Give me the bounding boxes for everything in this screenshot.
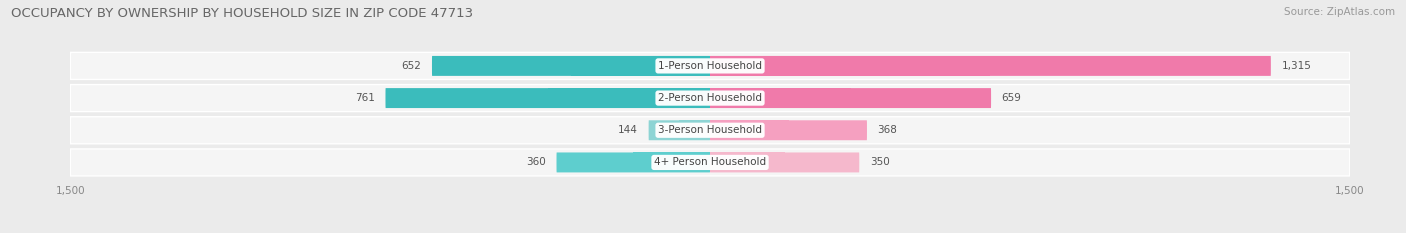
FancyBboxPatch shape: [710, 152, 859, 172]
Text: 360: 360: [526, 158, 546, 168]
FancyBboxPatch shape: [710, 56, 1271, 76]
FancyBboxPatch shape: [70, 117, 1350, 144]
Text: 659: 659: [1001, 93, 1022, 103]
FancyBboxPatch shape: [710, 120, 868, 140]
FancyBboxPatch shape: [385, 88, 710, 108]
Bar: [679, 120, 710, 140]
Text: 368: 368: [877, 125, 897, 135]
FancyBboxPatch shape: [70, 85, 1350, 112]
Bar: [633, 152, 710, 172]
Bar: [710, 152, 785, 172]
Text: 1-Person Household: 1-Person Household: [658, 61, 762, 71]
FancyBboxPatch shape: [648, 120, 710, 140]
Bar: [710, 56, 990, 76]
FancyBboxPatch shape: [710, 88, 991, 108]
Text: OCCUPANCY BY OWNERSHIP BY HOUSEHOLD SIZE IN ZIP CODE 47713: OCCUPANCY BY OWNERSHIP BY HOUSEHOLD SIZE…: [11, 7, 474, 20]
FancyBboxPatch shape: [557, 152, 710, 172]
Text: 4+ Person Household: 4+ Person Household: [654, 158, 766, 168]
Text: 1,315: 1,315: [1281, 61, 1312, 71]
Bar: [710, 120, 789, 140]
FancyBboxPatch shape: [70, 52, 1350, 79]
FancyBboxPatch shape: [70, 149, 1350, 176]
Bar: [710, 88, 851, 108]
Text: 2-Person Household: 2-Person Household: [658, 93, 762, 103]
Text: 652: 652: [402, 61, 422, 71]
Text: 144: 144: [619, 125, 638, 135]
Text: 3-Person Household: 3-Person Household: [658, 125, 762, 135]
Bar: [571, 56, 710, 76]
Text: 350: 350: [870, 158, 890, 168]
Text: Source: ZipAtlas.com: Source: ZipAtlas.com: [1284, 7, 1395, 17]
Bar: [548, 88, 710, 108]
FancyBboxPatch shape: [432, 56, 710, 76]
Text: 761: 761: [354, 93, 375, 103]
